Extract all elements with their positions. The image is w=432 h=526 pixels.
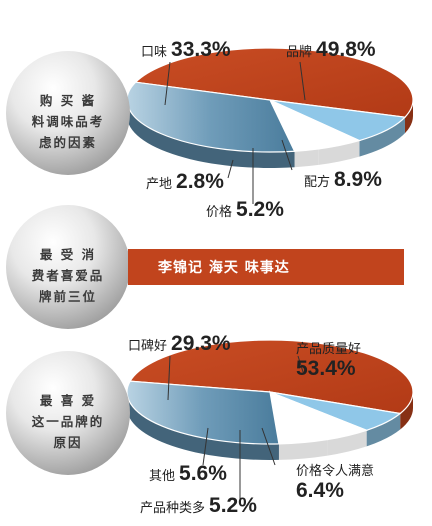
leader-line (202, 427, 209, 466)
value-label: 6.4% (296, 479, 344, 502)
category-label: 产品质量好 (296, 342, 362, 357)
label-origin: 产地 2.8% (146, 170, 224, 194)
leader-line (167, 355, 171, 401)
label-recipe: 配方 8.9% (304, 168, 382, 192)
title-line: 原因 (53, 435, 83, 450)
label-variety: 产品种类多 5.2% (140, 494, 257, 518)
pie-slice-side (404, 100, 413, 134)
pie-slice-side (318, 140, 360, 165)
title-line: 虑的因素 (38, 135, 97, 150)
category-label: 产品种类多 (140, 501, 206, 516)
pie-slice-side (294, 148, 319, 168)
value-label: 5.2% (236, 198, 284, 221)
label-price: 价格 5.2% (206, 198, 284, 222)
pie-slice-side (366, 413, 401, 447)
leader-line (299, 61, 306, 101)
title-line: 费者喜爱品 (31, 268, 105, 283)
pie-slice-side (400, 392, 413, 430)
title-line: 最 喜 爱 (39, 393, 97, 408)
middle-title: 最 受 消 费者喜爱品 牌前三位 (10, 244, 126, 307)
leader-lines-1 (164, 61, 306, 204)
value-label: 29.3% (171, 332, 231, 355)
category-label: 配方 (304, 175, 331, 190)
top-brands-text: 李锦记 海天 味事达 (158, 260, 290, 276)
pie-slice (126, 81, 296, 153)
leader-line (261, 427, 276, 466)
pie-chart-1 (126, 47, 414, 168)
leader-lines-2 (167, 355, 304, 500)
pie-slice (129, 339, 414, 415)
label-reputation: 口碑好 29.3% (128, 332, 231, 356)
sphere-2 (6, 205, 130, 329)
label-taste: 口味 33.3% (141, 38, 231, 62)
category-label: 品牌 (286, 45, 313, 60)
pie-slice (134, 47, 414, 118)
value-label: 8.9% (334, 168, 382, 191)
title-line: 这一品牌的 (31, 414, 105, 429)
top-brands-banner: 李锦记 海天 味事达 (128, 249, 404, 285)
pie-slice-side (278, 439, 328, 460)
title-line: 料调味品考 (31, 114, 105, 129)
category-label: 其他 (149, 469, 176, 484)
category-label: 口味 (141, 45, 168, 60)
sphere-3 (6, 351, 130, 475)
category-label: 价格令人满意 (296, 464, 375, 479)
pie-slice-side (127, 100, 295, 168)
value-label: 33.3% (171, 38, 231, 61)
pie-slice (269, 99, 407, 142)
leader-line (281, 139, 293, 171)
pie-slice-side (327, 430, 367, 456)
category-label: 产地 (146, 177, 173, 192)
leader-line (227, 159, 234, 179)
label-price-satisfaction: 价格令人满意 6.4% (296, 460, 374, 503)
title-line: 牌前三位 (38, 289, 97, 304)
label-brand: 品牌 49.8% (286, 38, 376, 62)
value-label: 49.8% (316, 38, 376, 61)
value-label: 53.4% (296, 357, 356, 380)
leader-line (164, 61, 171, 106)
pie-slice-side (359, 117, 405, 157)
pie-chart-2 (126, 339, 414, 460)
title-line: 购 买 酱 (39, 93, 97, 108)
pie-slice (126, 380, 280, 445)
chart-2-title: 最 喜 爱 这一品牌的 原因 (10, 390, 126, 453)
label-other: 其他 5.6% (149, 462, 227, 486)
leader-line (297, 355, 304, 373)
category-label: 口碑好 (128, 339, 168, 354)
value-label: 5.6% (179, 462, 227, 485)
sphere-1 (6, 51, 130, 175)
value-label: 2.8% (176, 170, 224, 193)
category-label: 价格 (206, 205, 233, 220)
title-line: 最 受 消 (39, 247, 97, 262)
chart-1-title: 购 买 酱 料调味品考 虑的因素 (10, 90, 126, 153)
label-quality: 产品质量好 53.4% (296, 338, 361, 381)
value-label: 5.2% (209, 494, 257, 517)
